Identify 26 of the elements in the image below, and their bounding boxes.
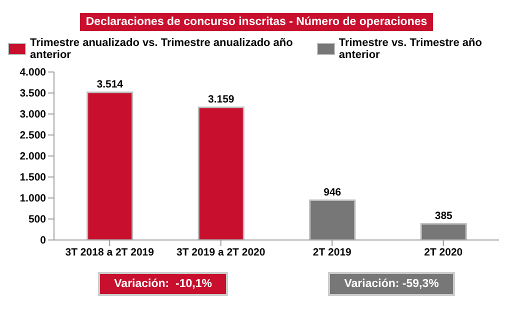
chart-title: Declaraciones de concurso inscritas - Número de operaciones: [80, 13, 434, 31]
data-label: 3.514: [96, 78, 124, 90]
data-label: 385: [434, 210, 453, 222]
x-tick-label: 3T 2018 a 2T 2019: [65, 246, 154, 258]
y-tick-label: 3.500: [20, 88, 46, 100]
bar: [309, 200, 356, 240]
y-tick-label: 3.000: [20, 108, 46, 121]
text: Variación: -59,3%: [328, 272, 455, 296]
y-tick-label: 500: [28, 214, 46, 226]
text: Variación: -10,1%: [98, 272, 228, 296]
y-tick-label: 2.500: [20, 130, 46, 142]
x-tick-label: 2T 2019: [312, 246, 352, 258]
legend-label: Trimestre vs. Trimestre año anterior: [338, 37, 483, 61]
data-label: 946: [324, 186, 342, 198]
bar: [86, 92, 134, 240]
y-tick-label: 1.500: [20, 172, 46, 184]
x-tick-label: 3T 2019 a 2T 2020: [176, 246, 266, 258]
y-tick-label: 2.000: [20, 150, 46, 163]
legend-label: Trimestre anualizado vs. Trimestre anualizado año anterior: [30, 37, 294, 61]
y-tick-label: 1.000: [20, 192, 46, 205]
bar: [420, 223, 467, 240]
y-tick-label: 0: [40, 234, 46, 247]
data-label: 3.159: [208, 93, 234, 106]
bar: [198, 106, 244, 240]
y-tick-label: 4.000: [20, 66, 46, 79]
x-tick-label: 2T 2020: [424, 246, 463, 258]
